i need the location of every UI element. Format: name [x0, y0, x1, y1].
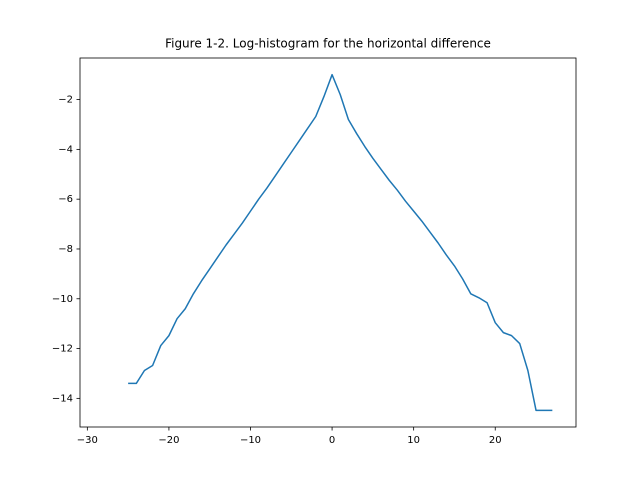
y-tick-label: −6	[58, 194, 73, 205]
x-tick-label: 10	[407, 435, 420, 446]
x-tick-label: 20	[489, 435, 502, 446]
y-tick-label: −2	[58, 95, 73, 106]
y-tick-label: −14	[52, 393, 73, 404]
y-tick-label: −4	[58, 144, 73, 155]
x-tick-label: 0	[329, 435, 335, 446]
data-line	[128, 73, 553, 412]
x-tick-label: −30	[77, 435, 98, 446]
y-tick-label: −8	[58, 244, 73, 255]
x-tick-label: −10	[240, 435, 261, 446]
chart-title: Figure 1-2. Log-histogram for the horizo…	[165, 37, 491, 51]
plot-frame	[79, 57, 577, 428]
x-tick-label: −20	[158, 435, 179, 446]
y-tick-label: −10	[52, 294, 73, 305]
y-tick-label: −12	[52, 344, 73, 355]
